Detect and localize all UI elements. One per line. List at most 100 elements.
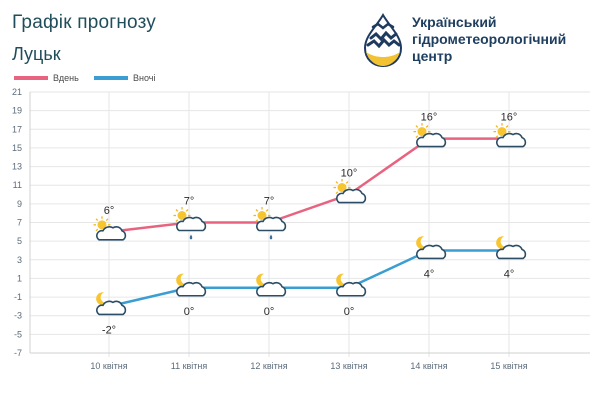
x-tick-label: 13 квітня bbox=[330, 361, 367, 371]
cloud-shape bbox=[336, 281, 367, 297]
x-tick-label: 12 квітня bbox=[250, 361, 287, 371]
y-tick-label: 9 bbox=[17, 199, 22, 209]
logo: Український гідрометеорологічний центр bbox=[360, 12, 592, 68]
x-tick-label: 14 квітня bbox=[410, 361, 447, 371]
sun-ray bbox=[415, 125, 419, 128]
sun-cloud-rain-icon bbox=[173, 207, 207, 240]
value-label: 6° bbox=[104, 205, 115, 217]
moon-shape bbox=[96, 292, 108, 306]
moon-cloud-icon bbox=[256, 273, 287, 297]
sun-ray bbox=[495, 135, 499, 139]
cloud-shape bbox=[416, 132, 447, 148]
chart-legend: Вдень Вночі bbox=[14, 73, 155, 83]
sun-ray bbox=[255, 209, 259, 212]
sun-disc bbox=[497, 127, 507, 137]
y-tick-label: -1 bbox=[14, 292, 22, 302]
moon-cloud-icon bbox=[336, 273, 367, 297]
sun-ray bbox=[175, 209, 179, 212]
y-tick-label: 17 bbox=[12, 124, 22, 134]
page-title: Графік прогнозу bbox=[12, 12, 156, 33]
y-axis: 21 19 17 15 13 11 9 7 5 3 1 -1 -3 -5 -7 bbox=[12, 87, 22, 358]
logo-line-2: гідрометеорологічний bbox=[412, 31, 567, 47]
value-label: 7° bbox=[264, 196, 275, 208]
value-label: 4° bbox=[504, 268, 515, 280]
moon-shape bbox=[176, 273, 188, 287]
y-tick-label: 13 bbox=[12, 162, 22, 172]
y-tick-label: 11 bbox=[13, 180, 22, 190]
moon-shape bbox=[256, 273, 268, 287]
cloud-shape bbox=[336, 188, 367, 204]
cloud-shape bbox=[496, 244, 527, 260]
moon-shape bbox=[416, 236, 428, 250]
value-label: 16° bbox=[421, 112, 438, 124]
moon-cloud-icon bbox=[176, 273, 207, 297]
rain-drop bbox=[269, 234, 273, 240]
y-tick-label: 7 bbox=[17, 218, 22, 228]
sun-ray bbox=[95, 218, 99, 222]
value-label: 0° bbox=[264, 306, 275, 318]
value-label: -2° bbox=[102, 324, 116, 336]
sun-ray bbox=[255, 219, 259, 222]
sun-ray bbox=[345, 181, 349, 184]
y-tick-label: 21 bbox=[12, 87, 22, 97]
moon-cloud-icon bbox=[416, 236, 447, 260]
value-label: 0° bbox=[184, 306, 195, 318]
sun-ray bbox=[425, 125, 429, 128]
sun-ray bbox=[105, 218, 109, 222]
sun-cloud-rain-icon bbox=[253, 207, 287, 240]
sun-cloud-icon bbox=[93, 216, 127, 241]
moon-cloud-icon bbox=[496, 236, 527, 260]
y-tick-label: 3 bbox=[17, 255, 22, 265]
sun-disc bbox=[97, 220, 107, 230]
sun-disc bbox=[337, 183, 347, 193]
cloud-shape bbox=[96, 300, 127, 316]
weather-icons bbox=[93, 123, 527, 316]
sun-ray bbox=[335, 191, 339, 195]
moon-shape bbox=[336, 273, 348, 287]
cloud-shape bbox=[176, 216, 207, 232]
value-label: 7° bbox=[184, 196, 195, 208]
sun-ray bbox=[95, 228, 99, 232]
cloud-shape bbox=[96, 225, 127, 241]
sun-disc bbox=[177, 211, 187, 220]
cloud-shape bbox=[416, 244, 447, 260]
cloud-shape bbox=[496, 132, 527, 148]
y-tick-label: -7 bbox=[14, 348, 22, 358]
sun-cloud-icon bbox=[333, 179, 367, 204]
sun-ray bbox=[495, 125, 499, 128]
logo-line-1: Український bbox=[412, 14, 497, 30]
sun-ray bbox=[185, 209, 189, 212]
sun-ray bbox=[335, 181, 339, 184]
y-tick-label: -3 bbox=[14, 311, 22, 321]
x-tick-label: 15 квітня bbox=[490, 361, 527, 371]
moon-cloud-icon bbox=[96, 292, 127, 316]
sun-ray bbox=[175, 219, 179, 222]
value-label: 0° bbox=[344, 306, 355, 318]
legend-label-1: Вночі bbox=[133, 73, 155, 83]
sun-ray bbox=[505, 125, 509, 128]
chart-grid bbox=[29, 91, 590, 357]
sun-disc bbox=[257, 211, 267, 220]
value-label: 16° bbox=[501, 112, 518, 124]
y-tick-label: -5 bbox=[14, 329, 22, 339]
logo-line-3: центр bbox=[412, 48, 453, 64]
city-name: Луцьк bbox=[12, 44, 61, 64]
cloud-shape bbox=[176, 281, 207, 297]
logo-drop-icon bbox=[363, 13, 403, 68]
sun-disc bbox=[417, 127, 427, 137]
value-label: 4° bbox=[424, 268, 435, 280]
cloud-shape bbox=[256, 216, 287, 232]
x-tick-label: 11 квітня bbox=[171, 361, 208, 371]
y-tick-label: 15 bbox=[12, 143, 22, 153]
value-labels: 6° 7° 7° 10° 16° 16° -2° 0° 0° 0° 4° 4° bbox=[102, 112, 517, 337]
y-tick-label: 5 bbox=[17, 236, 22, 246]
sun-ray bbox=[415, 135, 419, 139]
legend-label-0: Вдень bbox=[53, 73, 79, 83]
x-axis: 10 квітня 11 квітня 12 квітня 13 квітня 14 к… bbox=[90, 361, 527, 371]
sun-cloud-icon bbox=[413, 123, 447, 148]
sun-ray bbox=[265, 209, 269, 212]
moon-shape bbox=[496, 236, 508, 250]
y-tick-label: 19 bbox=[12, 106, 22, 116]
logo-text: Український гідрометеорологічний центр bbox=[412, 14, 566, 65]
x-tick-label: 10 квітня bbox=[90, 361, 127, 371]
